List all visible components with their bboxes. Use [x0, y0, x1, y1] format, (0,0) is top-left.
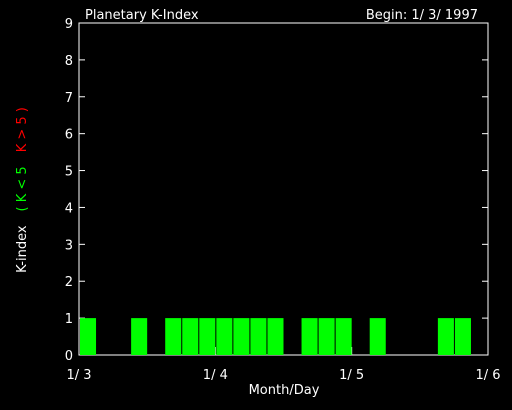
legend-label: ( K < 5 [15, 166, 30, 211]
bar [267, 318, 284, 355]
bar [437, 318, 454, 355]
y-axis-label: K-index [15, 225, 30, 273]
bar [233, 318, 250, 355]
y-tick-label: 5 [65, 165, 73, 180]
legend-label: K > 5 ) [15, 107, 30, 152]
bar [199, 318, 216, 355]
y-tick-label: 8 [65, 54, 73, 69]
bar [80, 318, 97, 355]
y-axis-label-group: K-index ( K < 5 K > 5 ) [15, 107, 30, 273]
bar [216, 318, 233, 355]
bar [454, 318, 471, 355]
bar [182, 318, 199, 355]
chart-title: Planetary K-Index [85, 8, 199, 23]
x-axis-label: Month/Day [249, 383, 320, 398]
x-tick-label: 1/ 3 [66, 368, 91, 383]
plot-frame [78, 22, 489, 356]
y-tick-label: 3 [65, 238, 73, 253]
bar [369, 318, 386, 355]
y-tick-label: 0 [65, 349, 73, 364]
x-tick-label: 1/ 4 [203, 368, 228, 383]
x-tick-label: 1/ 6 [475, 368, 500, 383]
chart-subtitle: Begin: 1/ 3/ 1997 [366, 8, 478, 23]
bar [165, 318, 182, 355]
y-tick-label: 9 [65, 17, 73, 32]
y-tick-label: 2 [65, 275, 73, 290]
bar [131, 318, 148, 355]
bar [318, 318, 335, 355]
bar [250, 318, 267, 355]
y-tick-label: 1 [65, 312, 73, 327]
y-tick-label: 7 [65, 91, 73, 106]
y-tick-label: 6 [65, 128, 73, 143]
x-tick-label: 1/ 5 [339, 368, 364, 383]
bar [301, 318, 318, 355]
y-tick-label: 4 [65, 201, 73, 216]
bar [335, 318, 352, 355]
